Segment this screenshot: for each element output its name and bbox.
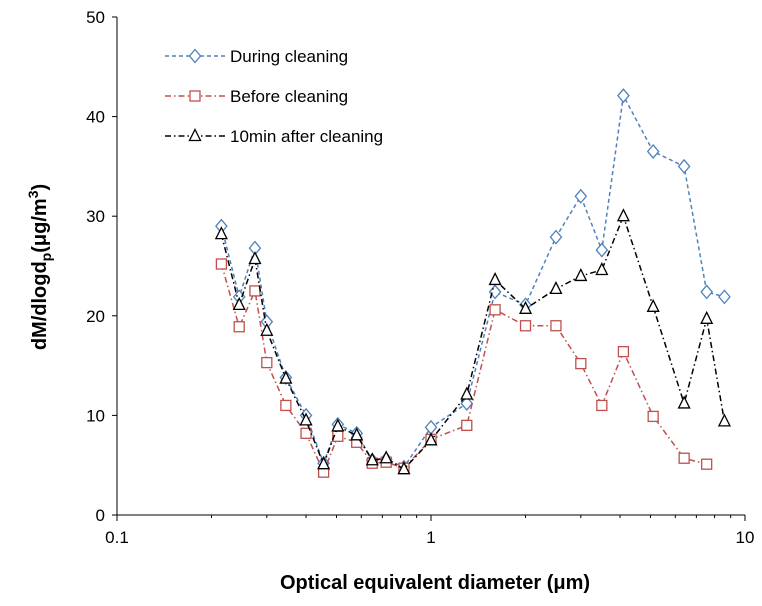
data-point (280, 399, 292, 412)
data-point (248, 251, 262, 265)
data-point (518, 300, 533, 314)
data-point (279, 370, 293, 384)
data-point (519, 320, 532, 332)
data-point (214, 226, 228, 240)
data-point (549, 229, 563, 245)
y-tick-label: 0 (96, 506, 105, 525)
data-point (460, 386, 474, 400)
y-axis-title-sup: 3 (25, 190, 41, 198)
x-tick-label: 0.1 (105, 528, 129, 547)
data-point (460, 395, 474, 411)
data-point (616, 208, 630, 222)
data-point (299, 412, 313, 426)
data-point (617, 88, 630, 104)
data-point (350, 427, 364, 441)
data-point (646, 298, 660, 312)
data-point (677, 158, 691, 174)
y-tick-label: 10 (86, 406, 105, 425)
axes: 0 10 20 30 40 50 0.1 1 10 (86, 8, 754, 547)
data-point (574, 268, 588, 282)
data-point (232, 296, 246, 310)
data-point (300, 427, 312, 439)
y-axis-title-sub: p (38, 253, 54, 262)
series-3 (214, 208, 731, 475)
legend-marker (188, 48, 202, 64)
data-point (317, 456, 331, 470)
data-point (488, 271, 502, 286)
data-point (489, 304, 501, 316)
data-point (677, 395, 691, 409)
data-point (574, 188, 588, 204)
data-point (646, 143, 660, 159)
data-point (550, 320, 562, 332)
y-axis-title-unit-open: (μg/m (29, 198, 51, 252)
data-point (575, 357, 587, 370)
x-tick-label: 1 (426, 528, 435, 547)
data-point (678, 452, 690, 464)
data-point (424, 432, 438, 446)
legend-label: Before cleaning (230, 87, 348, 106)
legend-marker (188, 128, 202, 142)
data-point (365, 452, 379, 466)
data-point (461, 419, 473, 432)
data-point (260, 322, 274, 336)
data-point (233, 321, 245, 333)
y-axis-title-unit-close: ) (29, 184, 51, 191)
data-point (549, 280, 563, 295)
data-point (718, 289, 731, 305)
legend-marker (189, 90, 201, 102)
y-tick-label: 50 (86, 8, 105, 27)
data-point (595, 262, 609, 276)
series-line (220, 214, 726, 471)
y-axis-title: dM/dlogdp(μg/m3) (25, 184, 54, 350)
data-point (647, 410, 659, 423)
data-point (596, 399, 608, 412)
y-tick-label: 20 (86, 307, 105, 326)
legend-item-3: 10min after cleaning (165, 127, 383, 146)
data-point (261, 356, 273, 369)
series-line (220, 93, 725, 469)
legend-label: 10min after cleaning (230, 127, 383, 146)
data-point (331, 418, 345, 432)
x-tick-label: 10 (736, 528, 755, 547)
data-point (700, 310, 714, 324)
y-axis-title-main: dM/dlogd (29, 261, 51, 350)
data-point (595, 242, 609, 258)
data-point (701, 458, 713, 470)
legend-label: During cleaning (230, 47, 348, 66)
series-layer (214, 88, 731, 478)
data-point (215, 258, 228, 270)
x-axis-title: Optical equivalent diameter (μm) (280, 572, 590, 594)
legend: During cleaning Before cleaning 10min afte… (165, 47, 383, 146)
data-point (249, 285, 261, 297)
legend-item-1: During cleaning (165, 47, 348, 66)
series-2 (215, 258, 713, 478)
data-point (397, 461, 411, 475)
data-point (617, 346, 630, 358)
data-point (700, 284, 714, 300)
data-point (379, 450, 393, 464)
legend-item-2: Before cleaning (165, 87, 348, 106)
y-tick-label: 40 (86, 108, 105, 127)
data-point (717, 413, 731, 427)
series-line (220, 263, 707, 475)
y-tick-label: 30 (86, 207, 105, 226)
